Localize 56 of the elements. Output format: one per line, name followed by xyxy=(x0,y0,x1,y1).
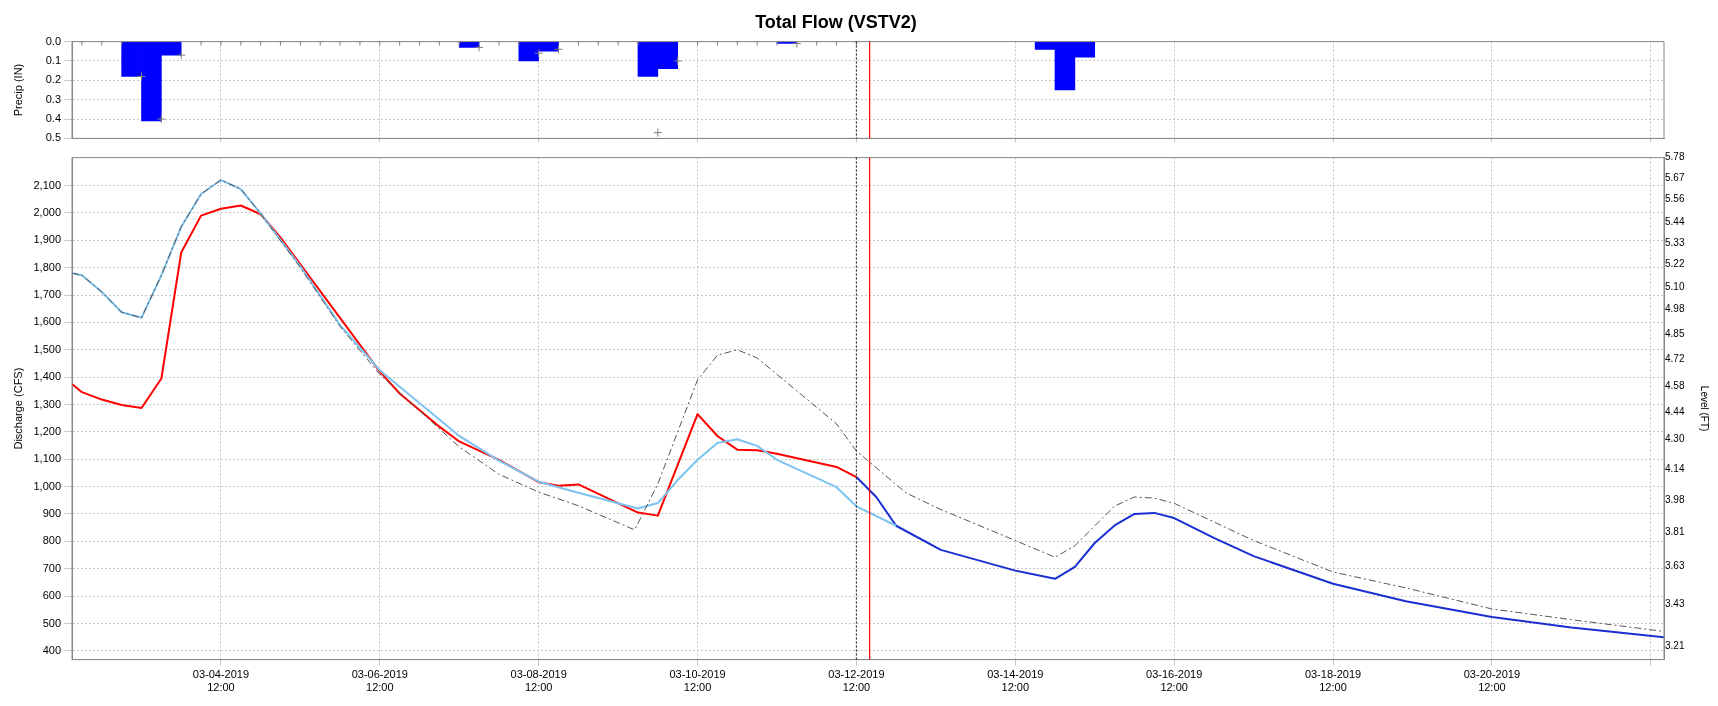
y2-tick-label: 3.43 xyxy=(1665,598,1685,610)
y2-tick-label: 5.67 xyxy=(1665,172,1685,184)
y2-tick-label: 4.85 xyxy=(1665,328,1685,340)
y2-tick-label: 3.21 xyxy=(1665,640,1685,652)
x-tick-label: 03-14-2019 12:00 xyxy=(987,668,1044,694)
y2-tick-label: 4.98 xyxy=(1665,303,1685,315)
y2-tick-label: 4.30 xyxy=(1665,432,1685,444)
y2-tick-label: 4.14 xyxy=(1665,463,1685,475)
y-axis-title: Discharge (CFS) xyxy=(11,367,24,450)
y-tick-label: 0.0 xyxy=(45,34,61,47)
y-tick-label: 0.5 xyxy=(45,131,61,144)
y-tick-label: 0.2 xyxy=(45,73,61,86)
y-tick-label: 1,000 xyxy=(33,479,61,492)
y2-tick-label: 5.33 xyxy=(1665,236,1685,248)
y2-tick-label: 5.44 xyxy=(1665,216,1685,227)
y-tick-label: 800 xyxy=(42,534,61,547)
y-tick-label: 1,300 xyxy=(33,397,61,410)
x-tick-label: 03-04-2019 12:00 xyxy=(192,668,250,694)
y-tick-label: 0.3 xyxy=(45,92,61,105)
y-tick-label: 900 xyxy=(42,507,61,520)
x-tick-label: 03-20-2019 12:00 xyxy=(1463,668,1521,694)
x-tick-label: 03-08-2019 12:00 xyxy=(510,668,567,694)
x-tick-label: 03-18-2019 12:00 xyxy=(1304,668,1362,694)
y-axis-title: Precip (IN) xyxy=(11,63,24,117)
y-tick-label: 1,900 xyxy=(33,233,61,246)
x-tick-label: 03-10-2019 12:00 xyxy=(669,668,726,694)
x-tick-label: 03-06-2019 12:00 xyxy=(351,668,408,694)
y2-tick-label: 3.98 xyxy=(1665,493,1685,505)
y2-tick-label: 5.78 xyxy=(1665,151,1685,163)
y-tick-label: 1,100 xyxy=(33,452,61,465)
y-tick-label: 1,500 xyxy=(33,342,61,355)
y2-tick-label: 5.56 xyxy=(1665,193,1685,205)
y2-tick-label: 4.44 xyxy=(1665,406,1685,418)
y2-tick-label: 5.22 xyxy=(1665,257,1685,269)
y-tick-label: 0.4 xyxy=(45,112,61,125)
y-tick-label: 2,000 xyxy=(33,205,61,218)
y-tick-label: 0.1 xyxy=(45,53,61,66)
y-tick-label: 500 xyxy=(42,616,61,629)
y-tick-label: 400 xyxy=(42,643,61,656)
y-tick-label: 700 xyxy=(42,561,61,574)
x-tick-label: 03-16-2019 12:00 xyxy=(1146,668,1203,694)
y2-tick-label: 4.58 xyxy=(1665,379,1685,391)
y2-tick-label: 5.10 xyxy=(1665,280,1685,292)
chart-title: Total Flow (VSTV2) xyxy=(755,11,917,32)
y-tick-label: 1,800 xyxy=(33,260,61,273)
y-tick-label: 1,600 xyxy=(33,315,61,328)
y2-tick-label: 3.63 xyxy=(1665,560,1685,572)
y2-tick-label: 4.72 xyxy=(1665,352,1685,364)
y2-tick-label: 3.81 xyxy=(1665,525,1685,537)
x-tick-label: 03-12-2019 12:00 xyxy=(828,668,885,694)
y2-axis-title: Level (FT) xyxy=(1699,385,1711,432)
y-tick-label: 1,400 xyxy=(33,370,61,383)
y-tick-label: 2,100 xyxy=(33,178,61,191)
y-tick-label: 600 xyxy=(42,589,61,602)
y-tick-label: 1,200 xyxy=(33,424,61,437)
y-tick-label: 1,700 xyxy=(33,288,61,301)
